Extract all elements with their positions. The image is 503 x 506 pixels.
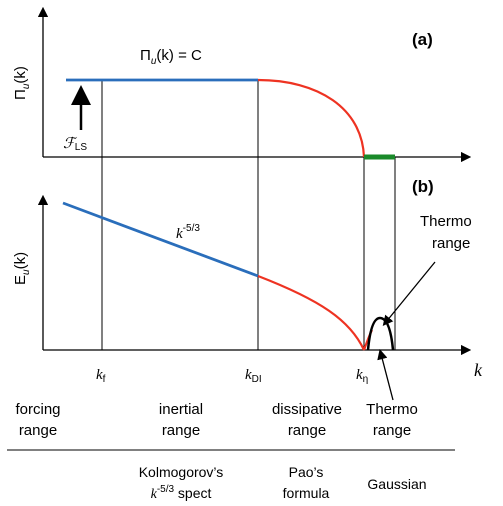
x-axis-label: k [474, 360, 483, 380]
model-kolmogorov-line1: Kolmogorov’s [139, 464, 224, 480]
thermo-callout-line1: Thermo [420, 213, 472, 230]
range-inertial-line1: inertial [159, 401, 203, 418]
tick-keta: kη [356, 367, 368, 385]
tick-kf: kf [96, 367, 106, 385]
panel-b-y-label: Eu(k) [12, 252, 32, 285]
range-forcing-line2: range [19, 422, 57, 439]
range-inertial-line2: range [162, 422, 200, 439]
range-thermo-line1: Thermo [366, 401, 418, 418]
range-thermo-line2: range [373, 422, 411, 439]
range-forcing-line1: forcing [15, 401, 60, 418]
forcing-label: ℱLS [63, 136, 87, 153]
thermo-callout-arrow [382, 261, 436, 327]
model-gaussian: Gaussian [367, 476, 426, 492]
range-dissipative-line1: dissipative [272, 401, 342, 418]
model-pao-line2: formula [283, 485, 330, 501]
inertial-spectrum-blue [62, 201, 259, 278]
panel-b-tag: (b) [412, 177, 434, 196]
thermo-bottom-arrow [377, 348, 394, 401]
flux-constant-label: Πu(k) = C [140, 47, 202, 67]
thermo-bump-black [366, 316, 395, 351]
tick-kdi: kDI [245, 367, 262, 385]
model-kolmogorov-line2: k-5/3 spect [151, 484, 212, 502]
dissipative-spectrum-red [257, 274, 365, 351]
thermo-callout-line2: range [432, 235, 470, 252]
slope-label: k-5/3 [176, 223, 200, 242]
model-pao-line1: Pao’s [289, 464, 324, 480]
panel-a-tag: (a) [412, 30, 433, 49]
range-dissipative-line2: range [288, 422, 326, 439]
panel-a-y-label: Πu(k) [12, 66, 32, 100]
flux-dissipation-red [257, 78, 366, 158]
